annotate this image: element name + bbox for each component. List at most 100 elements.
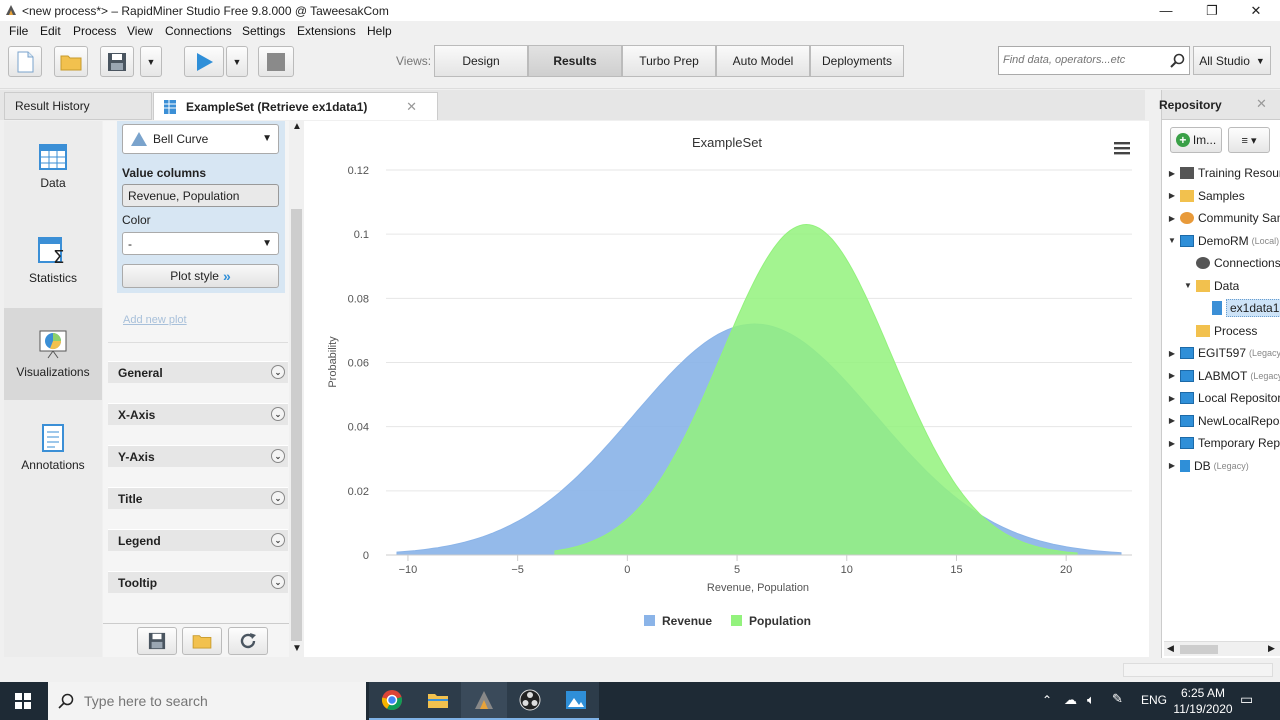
open-process-button[interactable] xyxy=(54,46,88,77)
section-y-axis[interactable]: Y-Axis ⌄ xyxy=(108,445,288,467)
save-options-dropdown[interactable]: ▼ xyxy=(140,46,162,77)
global-search-input[interactable] xyxy=(1003,47,1168,73)
stop-process-button[interactable] xyxy=(258,46,294,77)
tab-result-history[interactable]: Result History xyxy=(4,92,152,120)
section-x-axis[interactable]: X-Axis ⌄ xyxy=(108,403,288,425)
language-indicator[interactable]: ENG xyxy=(1141,693,1168,707)
legend-label[interactable]: Revenue xyxy=(662,614,712,628)
scroll-left-icon[interactable]: ◀ xyxy=(1167,643,1174,653)
save-config-button[interactable] xyxy=(137,627,177,655)
taskbar-photos[interactable] xyxy=(553,682,599,720)
plot-type-dropdown[interactable]: Bell Curve ▼ xyxy=(122,124,279,154)
expand-icon[interactable]: ▶ xyxy=(1168,168,1176,178)
close-tab-icon[interactable]: ✕ xyxy=(406,99,417,114)
plot-style-button[interactable]: Plot style » xyxy=(122,264,279,288)
load-config-button[interactable] xyxy=(182,627,222,655)
tree-item[interactable]: ex1data1 xyxy=(1162,297,1280,319)
scroll-down-icon[interactable]: ▼ xyxy=(292,643,302,654)
legend-swatch[interactable] xyxy=(731,615,742,626)
tree-item[interactable]: ▶ EGIT597(Legacy) xyxy=(1162,342,1280,364)
menu-view[interactable]: View xyxy=(127,24,153,38)
legend-label[interactable]: Population xyxy=(749,614,811,628)
menu-process[interactable]: Process xyxy=(73,24,117,38)
menu-extensions[interactable]: Extensions xyxy=(297,24,356,38)
view-deployments-button[interactable]: Deployments xyxy=(810,45,904,77)
tree-item[interactable]: ▶ Training Resources xyxy=(1162,162,1280,184)
config-scrollbar[interactable]: ▲ ▼ xyxy=(289,121,304,657)
menu-help[interactable]: Help xyxy=(367,24,392,38)
tree-item[interactable]: Connections xyxy=(1162,252,1280,274)
nav-statistics[interactable]: Σ Statistics xyxy=(4,215,102,307)
close-panel-icon[interactable]: ✕ xyxy=(1256,96,1267,111)
tree-item[interactable]: ▶ LABMOT(Legacy) xyxy=(1162,365,1280,387)
scrollbar-thumb[interactable] xyxy=(291,209,302,641)
nav-data[interactable]: Data xyxy=(4,121,102,213)
scroll-right-icon[interactable]: ▶ xyxy=(1268,643,1275,653)
pen-icon[interactable]: ✎ xyxy=(1112,691,1123,706)
taskbar-obs[interactable] xyxy=(507,682,553,720)
menu-edit[interactable]: Edit xyxy=(40,24,61,38)
notifications-icon[interactable]: ▭ xyxy=(1240,691,1254,707)
add-new-plot-link[interactable]: Add new plot xyxy=(123,314,187,326)
close-window-button[interactable]: ✕ xyxy=(1233,0,1279,21)
maximize-button[interactable]: ❐ xyxy=(1189,0,1235,21)
import-data-button[interactable]: + Im... xyxy=(1170,127,1222,153)
view-auto-model-button[interactable]: Auto Model xyxy=(716,45,810,77)
repository-menu-button[interactable]: ≡ ▾ xyxy=(1228,127,1270,153)
section-general[interactable]: General ⌄ xyxy=(108,361,288,383)
taskbar-rapidminer[interactable] xyxy=(461,682,507,720)
save-process-button[interactable] xyxy=(100,46,134,77)
nav-annotations[interactable]: Annotations xyxy=(4,401,102,493)
tree-item[interactable]: ▼ Data xyxy=(1162,275,1239,297)
legend-swatch[interactable] xyxy=(644,615,655,626)
expand-icon[interactable]: ▶ xyxy=(1168,348,1176,358)
expand-icon[interactable]: ▶ xyxy=(1168,438,1176,448)
clock-date[interactable]: 11/19/2020 xyxy=(1173,702,1233,716)
tree-item[interactable]: ▶ Community Samples xyxy=(1162,207,1280,229)
taskbar-search-input[interactable] xyxy=(84,693,344,709)
start-button[interactable] xyxy=(0,682,46,720)
taskbar-search-box[interactable] xyxy=(48,682,366,720)
nav-visualizations[interactable]: Visualizations xyxy=(4,308,102,400)
search-scope-dropdown[interactable]: All Studio ▼ xyxy=(1193,46,1271,75)
tree-item[interactable]: ▶ Local Repository xyxy=(1162,387,1280,409)
series-area-population[interactable] xyxy=(554,223,1078,556)
view-turbo-prep-button[interactable]: Turbo Prep xyxy=(622,45,716,77)
search-icon[interactable] xyxy=(1170,53,1185,68)
tree-item[interactable]: ▼ DemoRM (Local) xyxy=(1162,230,1279,252)
menu-connections[interactable]: Connections xyxy=(165,24,232,38)
expand-icon[interactable]: ▶ xyxy=(1168,416,1176,425)
collapse-icon[interactable]: ▼ xyxy=(1184,281,1192,290)
clock-time[interactable]: 6:25 AM xyxy=(1180,686,1226,700)
collapse-icon[interactable]: ▼ xyxy=(1168,236,1176,245)
minimize-button[interactable]: — xyxy=(1143,0,1189,21)
taskbar-file-explorer[interactable] xyxy=(415,682,461,720)
run-options-dropdown[interactable]: ▼ xyxy=(226,46,248,77)
expand-icon[interactable]: ▶ xyxy=(1168,393,1176,403)
scroll-up-icon[interactable]: ▲ xyxy=(292,121,302,132)
show-hidden-icons[interactable]: ⌃ xyxy=(1042,693,1053,707)
tree-item[interactable]: ▶ DB (Legacy) xyxy=(1162,455,1249,477)
view-results-button[interactable]: Results xyxy=(528,45,622,77)
section-legend[interactable]: Legend ⌄ xyxy=(108,529,288,551)
expand-icon[interactable]: ▶ xyxy=(1168,191,1176,200)
taskbar-chrome[interactable] xyxy=(369,682,415,720)
section-tooltip[interactable]: Tooltip ⌄ xyxy=(108,571,288,593)
scrollbar-thumb[interactable] xyxy=(1180,645,1218,654)
color-dropdown[interactable]: - ▼ xyxy=(122,232,279,255)
value-columns-selector[interactable]: Revenue, Population xyxy=(122,184,279,207)
reset-config-button[interactable] xyxy=(228,627,268,655)
tree-item[interactable]: Process xyxy=(1162,320,1257,342)
menu-file[interactable]: File xyxy=(9,24,29,38)
new-process-button[interactable] xyxy=(8,46,42,77)
tree-hscrollbar[interactable]: ◀ ▶ xyxy=(1164,641,1280,656)
tree-item[interactable]: ▶ NewLocalRepository xyxy=(1162,410,1280,432)
chart-menu-icon[interactable] xyxy=(1114,142,1130,155)
expand-icon[interactable]: ▶ xyxy=(1168,461,1176,470)
volume-icon[interactable]: 🔈︎ xyxy=(1087,692,1095,707)
section-title[interactable]: Title ⌄ xyxy=(108,487,288,509)
tree-item[interactable]: ▶ Samples xyxy=(1162,185,1245,207)
expand-icon[interactable]: ▶ xyxy=(1168,371,1176,380)
expand-icon[interactable]: ▶ xyxy=(1168,213,1176,223)
tree-item[interactable]: ▶ Temporary Repository xyxy=(1162,432,1280,454)
